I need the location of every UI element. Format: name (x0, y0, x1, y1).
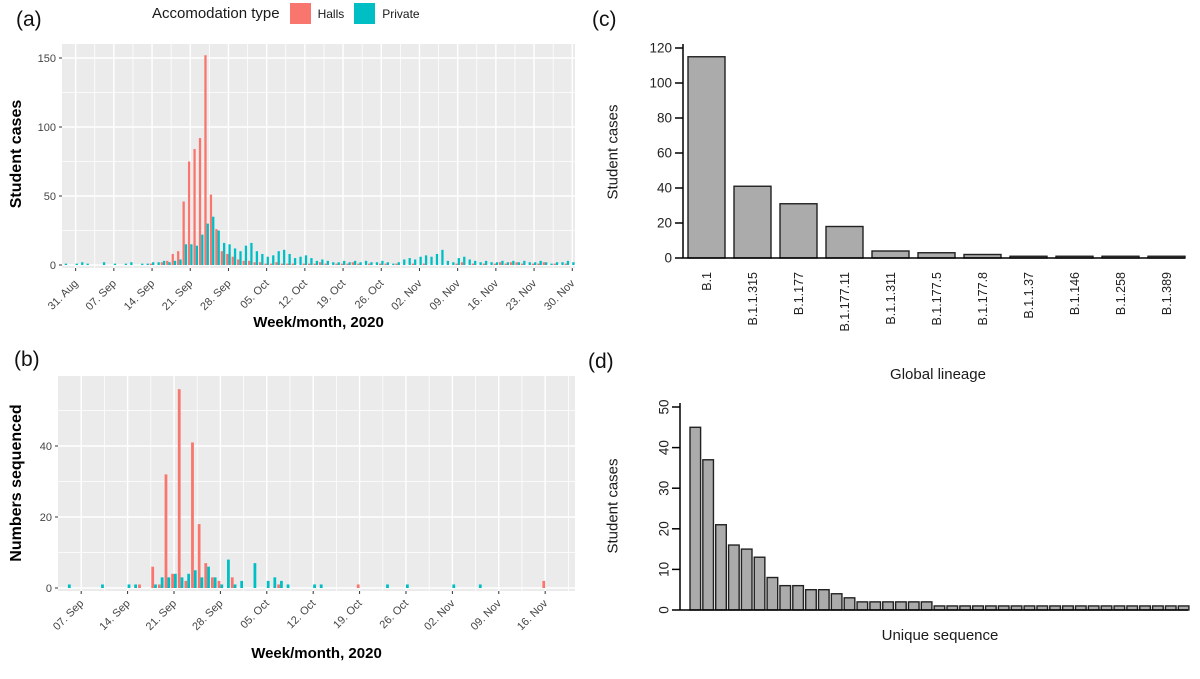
svg-text:05. Oct: 05. Oct (238, 278, 272, 312)
svg-text:21. Sep: 21. Sep (160, 278, 195, 313)
svg-text:12. Oct: 12. Oct (276, 278, 310, 312)
svg-text:28. Sep: 28. Sep (198, 278, 233, 313)
svg-text:B.1.258: B.1.258 (1114, 272, 1128, 315)
halls-swatch-icon (289, 3, 311, 24)
svg-text:26. Oct: 26. Oct (353, 278, 387, 312)
svg-text:12. Oct: 12. Oct (285, 598, 319, 632)
panel-d-letter: (d) (588, 350, 614, 373)
panel-d-plot: 0 10 20 30 40 50 (657, 399, 1190, 614)
svg-text:09. Nov: 09. Nov (427, 277, 463, 313)
svg-text:09. Nov: 09. Nov (469, 597, 505, 633)
panel-a-x-axis-title: Week/month, 2020 (253, 314, 384, 331)
svg-text:14. Sep: 14. Sep (122, 278, 157, 313)
svg-text:150: 150 (38, 53, 56, 65)
svg-text:120: 120 (649, 41, 672, 56)
svg-text:40: 40 (657, 440, 672, 455)
svg-text:31. Aug: 31. Aug (46, 278, 81, 313)
svg-text:07. Sep: 07. Sep (51, 598, 86, 633)
svg-text:19. Oct: 19. Oct (331, 598, 365, 632)
legend-title: Accomodation type (152, 5, 280, 22)
private-swatch-icon (354, 3, 376, 24)
panel-d-x-axis-title: Unique sequence (881, 627, 999, 644)
svg-text:B.1: B.1 (700, 272, 714, 291)
svg-text:B.1.177: B.1.177 (792, 272, 806, 315)
legend-item-halls: Halls (289, 3, 345, 24)
svg-text:B.1.177.11: B.1.177.11 (838, 272, 852, 332)
panel-c-letter: (c) (592, 8, 617, 31)
svg-text:07. Sep: 07. Sep (84, 278, 119, 313)
svg-text:10: 10 (657, 562, 672, 577)
svg-text:60: 60 (657, 146, 672, 161)
svg-text:14. Sep: 14. Sep (97, 598, 132, 633)
panel-c-x-axis-title: Global lineage (890, 366, 986, 383)
svg-text:B.1.1.315: B.1.1.315 (746, 272, 760, 326)
svg-text:30. Nov: 30. Nov (542, 277, 578, 313)
svg-text:20: 20 (657, 521, 672, 536)
svg-text:28. Sep: 28. Sep (190, 598, 225, 633)
svg-text:0: 0 (46, 583, 52, 595)
panel-b-x-axis-title: Week/month, 2020 (251, 645, 382, 662)
svg-text:02. Nov: 02. Nov (389, 277, 425, 313)
svg-text:100: 100 (38, 122, 56, 134)
svg-text:B.1.389: B.1.389 (1160, 272, 1174, 315)
svg-text:21. Sep: 21. Sep (144, 598, 179, 633)
panel-a-letter: (a) (16, 8, 42, 31)
legend-label-private: Private (382, 6, 420, 21)
svg-text:20: 20 (40, 512, 52, 524)
svg-text:B.1.146: B.1.146 (1068, 272, 1082, 315)
svg-text:B.1.177.5: B.1.177.5 (930, 272, 944, 326)
svg-text:0: 0 (664, 251, 672, 266)
legend-label-halls: Halls (317, 6, 345, 21)
panel-a-plot: 31. Aug 07. Sep 14. Sep 21. Sep 28. Sep 05. O… (38, 44, 578, 313)
svg-text:16. Nov: 16. Nov (515, 597, 551, 633)
svg-text:B.1.1.37: B.1.1.37 (1022, 272, 1036, 319)
svg-text:0: 0 (657, 606, 672, 614)
svg-text:50: 50 (657, 399, 672, 414)
svg-text:16. Nov: 16. Nov (466, 277, 502, 313)
svg-text:05. Oct: 05. Oct (238, 598, 272, 632)
panel-c-plot: 0 20 40 60 80 100 120 B.1 B.1.1.315 B.1.177 B.1.17… (649, 41, 1186, 332)
svg-text:40: 40 (657, 181, 672, 196)
svg-text:80: 80 (657, 111, 672, 126)
svg-text:100: 100 (649, 76, 672, 91)
svg-text:50: 50 (44, 191, 56, 203)
svg-text:19. Oct: 19. Oct (315, 278, 349, 312)
svg-text:B.1.1.311: B.1.1.311 (884, 272, 898, 325)
svg-text:B.1.177.8: B.1.177.8 (976, 272, 990, 326)
svg-text:20: 20 (657, 216, 672, 231)
legend: Accomodation type Halls Private (152, 3, 420, 24)
svg-text:23. Nov: 23. Nov (504, 277, 540, 313)
svg-text:0: 0 (50, 260, 56, 272)
svg-text:30: 30 (657, 481, 672, 496)
legend-item-private: Private (354, 3, 420, 24)
panel-b-letter: (b) (14, 348, 40, 371)
panel-b-plot: 07. Sep 14. Sep 21. Sep 28. Sep 05. Oct 12. O… (40, 376, 575, 633)
svg-text:26. Oct: 26. Oct (378, 598, 412, 632)
svg-text:02. Nov: 02. Nov (422, 597, 458, 633)
svg-text:40: 40 (40, 441, 52, 453)
